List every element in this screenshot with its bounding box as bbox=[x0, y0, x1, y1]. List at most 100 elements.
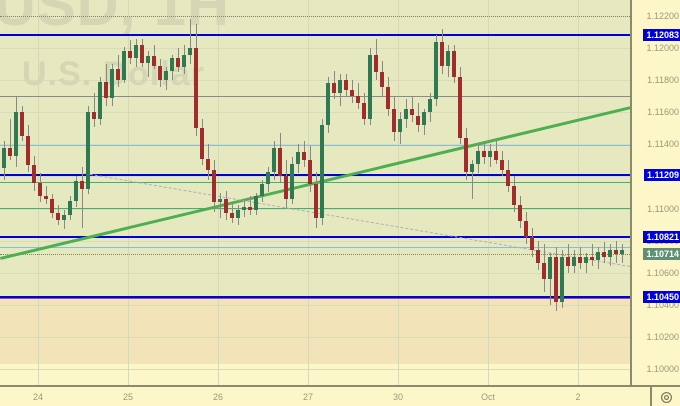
candle-body bbox=[572, 256, 576, 267]
candle-body bbox=[512, 186, 516, 206]
candle-body bbox=[308, 160, 312, 185]
time-scale[interactable]: 24 25 26 27 30 Oct 2 bbox=[0, 385, 680, 406]
candle-body bbox=[566, 256, 570, 267]
candle-body bbox=[344, 80, 348, 90]
price-tick: 1.10200 bbox=[646, 331, 679, 342]
candle-body bbox=[104, 81, 108, 98]
price-tick: 1.11600 bbox=[647, 107, 679, 118]
candle-body bbox=[218, 198, 222, 203]
candle-body bbox=[368, 54, 372, 119]
candle-body bbox=[200, 128, 204, 159]
candle-body bbox=[38, 182, 42, 196]
candle-body bbox=[20, 112, 24, 137]
price-label-support[interactable]: 1.10450 bbox=[643, 290, 680, 303]
candle-body bbox=[236, 210, 240, 219]
grid-line-horizontal bbox=[0, 337, 630, 338]
candle-body bbox=[260, 184, 264, 196]
candle-wick bbox=[10, 118, 11, 161]
upper-dotted-line[interactable] bbox=[0, 15, 630, 17]
candle-body bbox=[488, 150, 492, 158]
candle-body bbox=[470, 163, 474, 172]
purple-line[interactable] bbox=[0, 297, 630, 299]
chart-plot-area[interactable]: USD, 1H U.S. Dollar bbox=[0, 0, 630, 385]
candle-body bbox=[596, 251, 600, 260]
candle-body bbox=[290, 163, 294, 199]
chart-settings-button[interactable] bbox=[650, 387, 680, 406]
candle-body bbox=[422, 112, 426, 126]
candle-body bbox=[50, 198, 54, 214]
candle-body bbox=[482, 150, 486, 158]
candle-body bbox=[620, 250, 624, 255]
candle-body bbox=[392, 109, 396, 132]
support-line-110821[interactable] bbox=[0, 236, 630, 239]
candle-body bbox=[176, 57, 180, 68]
candle-wick bbox=[190, 19, 191, 65]
candle-body bbox=[266, 171, 270, 185]
green-line-upper[interactable] bbox=[0, 182, 630, 184]
price-scale[interactable]: 1.12200 1.12000 1.11800 1.11600 1.11400 1.112… bbox=[630, 0, 680, 385]
resistance-line-112083[interactable] bbox=[0, 33, 630, 36]
candle-wick bbox=[94, 93, 95, 127]
candle-body bbox=[536, 250, 540, 264]
price-label-support[interactable]: 1.10821 bbox=[643, 231, 680, 244]
candle-body bbox=[272, 147, 276, 172]
last-price-line[interactable] bbox=[0, 253, 630, 255]
candle-body bbox=[14, 112, 18, 156]
time-tick: 24 bbox=[32, 392, 44, 402]
candle-body bbox=[194, 48, 198, 129]
grid-line-horizontal bbox=[0, 80, 630, 81]
grid-line-horizontal bbox=[0, 144, 630, 145]
candle-body bbox=[434, 41, 438, 100]
candle-body bbox=[380, 72, 384, 87]
support-line-110450[interactable] bbox=[0, 295, 630, 298]
candle-body bbox=[440, 41, 444, 66]
candle-body bbox=[116, 68, 120, 81]
candle-body bbox=[332, 83, 336, 94]
candle-wick bbox=[82, 166, 83, 228]
candle-body bbox=[254, 195, 258, 211]
candle-body bbox=[524, 221, 528, 238]
cyan-line-upper[interactable] bbox=[0, 145, 630, 147]
time-tick: 30 bbox=[392, 392, 404, 402]
candle-body bbox=[92, 112, 96, 119]
candle-body bbox=[410, 109, 414, 116]
candle-wick bbox=[250, 195, 251, 215]
candle-body bbox=[140, 44, 144, 63]
candle-body bbox=[86, 112, 90, 190]
gear-icon bbox=[660, 392, 672, 403]
candle-wick bbox=[148, 51, 149, 77]
price-tick: 1.11800 bbox=[647, 75, 679, 86]
candle-body bbox=[32, 165, 36, 183]
candle-body bbox=[320, 125, 324, 219]
grid-line-vertical bbox=[128, 0, 129, 385]
grid-line-vertical bbox=[578, 0, 579, 385]
candle-wick bbox=[550, 253, 551, 305]
grid-line-vertical bbox=[308, 0, 309, 385]
price-label-last-price[interactable]: 1.10714 bbox=[643, 248, 680, 261]
candle-body bbox=[314, 184, 318, 219]
price-label-resistance[interactable]: 1.12083 bbox=[643, 28, 680, 41]
candle-body bbox=[554, 256, 558, 302]
candle-body bbox=[206, 158, 210, 171]
candle-body bbox=[56, 213, 60, 220]
cyan-line-lower[interactable] bbox=[0, 246, 630, 248]
candle-body bbox=[284, 176, 288, 199]
grid-line-horizontal bbox=[0, 305, 630, 306]
gray-midline[interactable] bbox=[0, 95, 630, 97]
candle-body bbox=[248, 206, 252, 211]
candle-body bbox=[68, 200, 72, 215]
candle-body bbox=[170, 57, 174, 71]
candle-body bbox=[128, 51, 132, 58]
price-label-support[interactable]: 1.11209 bbox=[643, 169, 680, 181]
time-tick: Oct bbox=[480, 392, 496, 402]
candle-body bbox=[230, 213, 234, 219]
candle-body bbox=[608, 250, 612, 257]
candle-body bbox=[446, 51, 450, 66]
candle-body bbox=[182, 54, 186, 68]
bottom-zone bbox=[0, 364, 630, 385]
grid-line-vertical bbox=[398, 0, 399, 385]
support-line-111209[interactable] bbox=[0, 174, 630, 176]
time-tick: 26 bbox=[212, 392, 224, 402]
time-tick: 2 bbox=[575, 392, 581, 402]
